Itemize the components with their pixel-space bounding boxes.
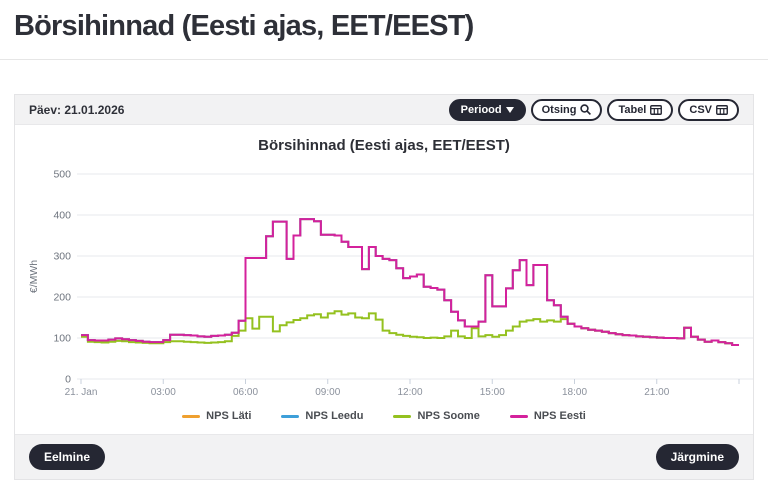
y-axis-title: €/MWh [28, 260, 40, 293]
x-axis-tick-label: 12:00 [397, 387, 422, 398]
period-button[interactable]: Periood [448, 98, 526, 121]
chart-section: Börsihinnad (Eesti ajas, EET/EEST) 0 100 2… [15, 125, 753, 434]
legend-item-nps-leedu[interactable]: NPS Leedu [281, 410, 363, 422]
series-line-nps-soome [81, 310, 739, 346]
toolbar-buttons: Periood Otsing Tabel CSV [448, 98, 739, 121]
y-axis-tick-label: 400 [53, 210, 71, 222]
csv-button[interactable]: CSV [678, 98, 739, 121]
legend-item-nps-eesti[interactable]: NPS Eesti [509, 410, 586, 422]
y-axis-tick-label: 500 [53, 169, 71, 181]
legend-label: NPS Läti [206, 410, 252, 422]
legend-label: NPS Leedu [305, 410, 364, 422]
search-button-label: Otsing [541, 103, 577, 116]
chart-title: Börsihinnad (Eesti ajas, EET/EEST) [258, 137, 510, 154]
caret-down-icon [505, 106, 514, 113]
x-axis-tick-label: 15:00 [480, 387, 505, 398]
legend-swatch [393, 414, 412, 418]
x-axis-tick-label: 03:00 [151, 387, 176, 398]
table-button[interactable]: Tabel [607, 98, 674, 121]
search-icon [580, 104, 592, 115]
csv-button-label: CSV [689, 103, 712, 116]
page-title: Börsihinnad (Eesti ajas, EET/EEST) [14, 10, 474, 42]
y-axis-tick-label: 300 [53, 251, 71, 263]
pager-footer: Eelmine Järgmine [15, 434, 753, 479]
price-chart: 0 100 200 300 400 500 €/MWh 21. Jan 03:00 06:00 09… [28, 169, 753, 398]
legend-item-nps-soome[interactable]: NPS Soome [393, 410, 480, 422]
x-axis-tick-label: 21. Jan [65, 387, 98, 398]
legend-swatch [509, 414, 528, 418]
chart-legend: NPS Läti NPS Leedu NPS Soome NPS Eesti [15, 404, 753, 434]
toolbar: Päev: 21.01.2026 Periood Otsing Tabel CS… [15, 95, 753, 125]
series-line-nps-eesti [81, 218, 739, 346]
legend-item-nps-läti[interactable]: NPS Läti [182, 410, 251, 422]
period-button-label: Periood [460, 103, 502, 116]
x-axis-tick-label: 18:00 [562, 387, 587, 398]
legend-swatch [281, 414, 300, 418]
y-axis-tick-label: 0 [65, 374, 71, 386]
date-label: Päev: 21.01.2026 [29, 102, 125, 117]
y-axis-tick-label: 100 [53, 333, 71, 345]
chart-panel: Päev: 21.01.2026 Periood Otsing Tabel CS… [14, 94, 754, 480]
table-icon [650, 104, 663, 115]
legend-swatch [182, 414, 201, 418]
legend-label: NPS Soome [417, 410, 480, 422]
series-line-nps-läti [81, 218, 739, 346]
x-axis-tick-label: 06:00 [233, 387, 258, 398]
x-axis-tick-label: 21:00 [644, 387, 669, 398]
search-button[interactable]: Otsing [530, 98, 603, 121]
next-button[interactable]: Järgmine [655, 444, 739, 470]
y-axis-tick-label: 200 [53, 292, 71, 304]
series-line-nps-leedu [81, 218, 739, 346]
table-button-label: Tabel [618, 103, 647, 116]
title-divider [0, 59, 768, 60]
legend-label: NPS Eesti [533, 410, 586, 422]
x-axis-tick-label: 09:00 [315, 387, 340, 398]
previous-button[interactable]: Eelmine [29, 444, 106, 470]
table-icon [716, 104, 728, 115]
